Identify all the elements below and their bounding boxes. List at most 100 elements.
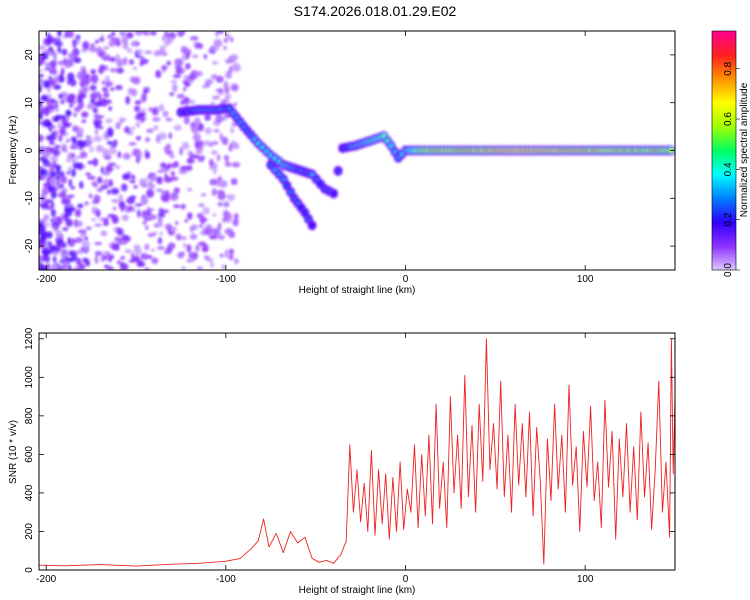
heatmap-cell <box>189 99 196 105</box>
heatmap-cell <box>50 208 56 218</box>
heatmap-cell <box>84 236 88 241</box>
heatmap-cell <box>95 144 104 153</box>
heatmap-cell <box>39 121 42 125</box>
heatmap-cell <box>140 93 147 103</box>
heatmap-cell <box>175 221 179 225</box>
heatmap-cell <box>74 219 79 228</box>
colorbar-tick-label: 0.4 <box>723 162 734 176</box>
heatmap-cell <box>54 175 61 180</box>
heatmap-cell <box>62 227 69 232</box>
heatmap-cell <box>220 98 230 103</box>
heatmap-cell <box>157 216 163 224</box>
heatmap-cell <box>45 134 55 141</box>
heatmap-cell <box>90 217 97 222</box>
heatmap-cell <box>49 125 57 129</box>
heatmap-cell <box>209 158 214 168</box>
heatmap-cell <box>189 233 198 240</box>
heatmap-cell <box>72 267 82 270</box>
heatmap-cell <box>50 202 55 208</box>
heatmap-cell <box>122 57 128 66</box>
snr-x-tick-label: 0 <box>403 574 409 585</box>
heatmap-cell <box>135 135 142 141</box>
heatmap-cell <box>135 121 141 128</box>
heatmap-cell <box>52 37 62 43</box>
heatmap-cell <box>155 188 163 193</box>
heatmap-cell <box>195 148 203 155</box>
heatmap-cell <box>57 60 65 66</box>
heatmap-cell <box>208 48 213 54</box>
heatmap-cell <box>136 209 141 218</box>
heatmap-cell <box>95 128 99 136</box>
heatmap-cell <box>116 245 120 251</box>
heatmap-cell <box>187 187 193 192</box>
heatmap-cell <box>81 119 87 123</box>
heatmap-cell <box>133 248 143 255</box>
heatmap-cell <box>155 134 161 144</box>
heatmap-cell <box>129 179 136 184</box>
heatmap-cell <box>106 140 113 145</box>
heatmap-cell <box>118 194 124 203</box>
heatmap-cell <box>43 182 51 189</box>
heatmap-cell <box>233 102 238 107</box>
heatmap-cell <box>104 65 109 71</box>
heatmap-cell <box>281 177 285 181</box>
heatmap-cell <box>39 255 43 264</box>
heatmap-cell <box>47 241 52 249</box>
heatmap-cell <box>203 140 211 146</box>
heatmap-cell <box>66 31 74 38</box>
snr-series-line <box>39 338 675 567</box>
heatmap-cell <box>69 78 77 87</box>
heatmap-cell <box>156 176 164 185</box>
heatmap-cell <box>90 74 99 83</box>
heatmap-cell <box>39 73 45 78</box>
heatmap-cell <box>103 264 109 269</box>
heatmap-cell <box>91 180 98 187</box>
heatmap-cell <box>158 208 164 213</box>
snr-xlabel: Height of straight line (km) <box>299 585 416 596</box>
heatmap-cell <box>223 81 229 90</box>
heatmap-cell <box>150 175 158 182</box>
heatmap-cell <box>46 222 50 227</box>
heatmap-cell <box>221 136 229 146</box>
heatmap-x-tick-label: -200 <box>36 274 56 285</box>
heatmap-cell <box>48 67 57 75</box>
heatmap-cell <box>39 84 42 94</box>
heatmap-cell <box>146 128 154 133</box>
heatmap-cell <box>196 266 204 270</box>
heatmap-cell <box>131 126 136 130</box>
heatmap-cell <box>115 41 122 47</box>
heatmap-cell <box>148 106 153 113</box>
heatmap-cell <box>116 260 122 265</box>
heatmap-cell <box>170 226 178 232</box>
snr-y-tick-label: 1000 <box>24 366 35 389</box>
heatmap-cell <box>223 37 229 44</box>
heatmap-cell <box>137 116 147 121</box>
snr-x-tick-label: -200 <box>36 574 56 585</box>
heatmap-cell <box>90 69 97 75</box>
heatmap-cell <box>170 79 178 84</box>
heatmap-cell <box>119 31 127 37</box>
heatmap-cell <box>61 187 68 193</box>
heatmap-cell <box>71 168 76 177</box>
heatmap-cell <box>110 144 117 148</box>
heatmap-cell <box>180 203 186 210</box>
heatmap-cell <box>131 206 136 213</box>
heatmap-cell <box>228 254 234 261</box>
heatmap-cell <box>107 34 114 40</box>
heatmap-cell <box>203 53 208 60</box>
heatmap-cell <box>219 253 224 258</box>
snr-y-tick-label: 200 <box>24 523 35 540</box>
heatmap-cell <box>186 157 194 164</box>
heatmap-cell <box>41 174 46 181</box>
snr-ylabel: SNR (10 * v/v) <box>8 420 19 484</box>
heatmap-cell <box>104 89 109 98</box>
heatmap-cell <box>310 172 314 176</box>
heatmap-cell <box>43 107 50 117</box>
heatmap-cell <box>126 197 135 205</box>
heatmap-cell <box>217 31 224 35</box>
heatmap-cell <box>332 191 336 196</box>
heatmap-cell <box>183 74 189 82</box>
heatmap-cell <box>133 184 138 189</box>
heatmap-cell <box>113 139 118 146</box>
heatmap-cell <box>66 170 71 175</box>
